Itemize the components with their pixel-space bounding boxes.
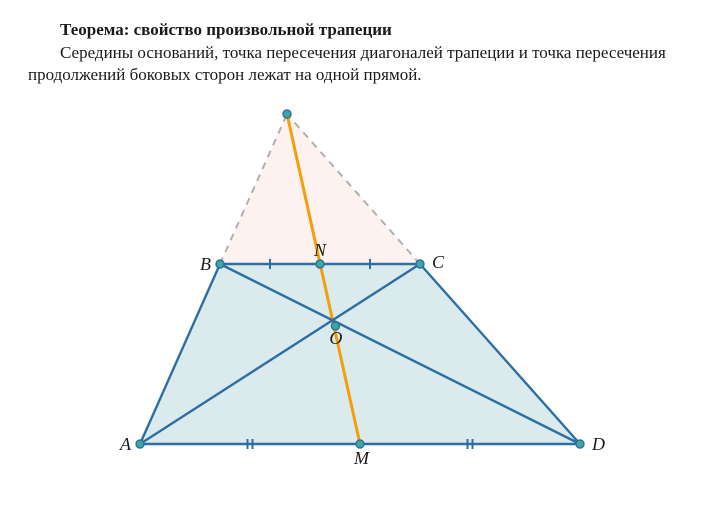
label-P: P — [280, 104, 292, 108]
theorem-body: Середины оснований, точка пересечения ди… — [28, 42, 692, 86]
figure-container: A D B C P N M O — [28, 104, 692, 484]
point-C — [416, 260, 424, 268]
label-D: D — [591, 434, 605, 454]
point-A — [136, 440, 144, 448]
trapezoid-diagram: A D B C P N M O — [100, 104, 620, 484]
theorem-title: Теорема: свойство произвольной трапеции — [28, 20, 692, 40]
trapezoid-fill — [140, 264, 580, 444]
label-A: A — [119, 434, 132, 454]
label-O: O — [329, 328, 342, 348]
point-M — [356, 440, 364, 448]
label-M: M — [353, 448, 370, 468]
label-B: B — [200, 254, 211, 274]
point-D — [576, 440, 584, 448]
point-B — [216, 260, 224, 268]
point-N — [316, 260, 324, 268]
point-P — [283, 110, 291, 118]
label-N: N — [313, 240, 327, 260]
label-C: C — [432, 252, 445, 272]
